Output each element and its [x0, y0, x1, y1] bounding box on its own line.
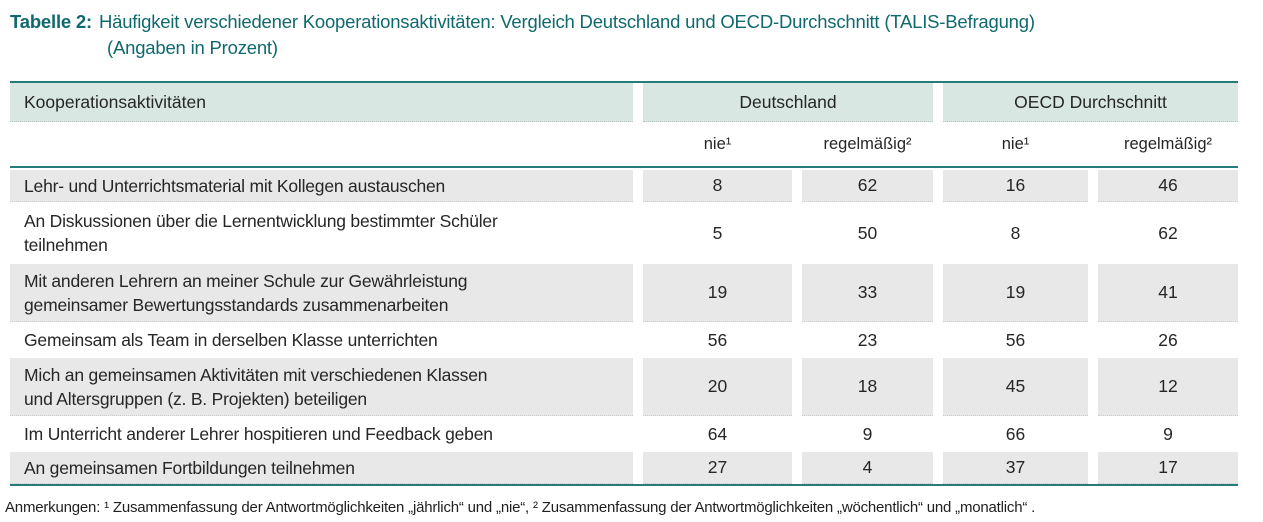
value-cell: 19 [943, 264, 1088, 322]
data-table: Kooperationsaktivitäten Deutschland OECD… [10, 81, 1238, 486]
row-label-line: und Altersgruppen (z. B. Projekten) bete… [24, 388, 367, 409]
row-label: Mit anderen Lehrern an meiner Schule zur… [10, 264, 633, 322]
row-label-line: gemeinsamer Bewertungsstandards zusammen… [24, 294, 449, 315]
subheader-oecd-nie: nie¹ [1001, 134, 1030, 153]
value-cell: 41 [1098, 264, 1238, 322]
header-divider-rule [10, 166, 1238, 168]
row-label-line: Lehr- und Unterrichtsmaterial mit Kolleg… [24, 175, 446, 196]
row-label-line: Mit anderen Lehrern an meiner Schule zur… [24, 270, 468, 291]
value-cell: 45 [943, 358, 1088, 416]
table-bottom-rule [10, 484, 1238, 486]
row-label-line: Gemeinsam als Team in derselben Klasse u… [24, 330, 438, 350]
table-row: Gemeinsam als Team in derselben Klasse u… [10, 324, 1238, 356]
row-label: An Diskussionen über die Lernentwicklung… [10, 204, 633, 262]
subheader-oecd-regelmaessig: regelmäßig² [1123, 134, 1213, 153]
value-cell: 20 [643, 358, 792, 416]
value-cell: 16 [943, 170, 1088, 202]
table-number: Tabelle 2: [10, 11, 92, 32]
value-cell: 37 [943, 452, 1088, 484]
table-title: Tabelle 2: Häufigkeit verschiedener Koope… [10, 9, 1263, 61]
value-cell: 19 [643, 264, 792, 322]
value-cell: 27 [643, 452, 792, 484]
value-cell: 64 [707, 423, 728, 444]
row-label-line: Mich an gemeinsamen Aktivitäten mit vers… [24, 364, 488, 385]
value-cell: 9 [862, 423, 873, 444]
value-cell: 4 [802, 452, 933, 484]
row-label-line: Im Unterricht anderer Lehrer hospitieren… [24, 424, 493, 444]
row-label: Gemeinsam als Team in derselben Klasse u… [10, 324, 633, 356]
column-group-oecd: OECD Durchschnitt [943, 83, 1238, 122]
table-caption: Häufigkeit verschiedener Kooperationsakt… [98, 11, 1035, 32]
table-row: Mit anderen Lehrern an meiner Schule zur… [10, 264, 1238, 322]
value-cell: 56 [1005, 329, 1026, 350]
row-label: Im Unterricht anderer Lehrer hospitieren… [10, 418, 633, 450]
value-cell: 5 [712, 222, 723, 243]
table-row: Mich an gemeinsamen Aktivitäten mit vers… [10, 358, 1238, 416]
value-cell: 66 [1005, 423, 1026, 444]
subheader-spacer [10, 122, 633, 166]
row-label: Mich an gemeinsamen Aktivitäten mit vers… [10, 358, 633, 416]
column-group-deutschland: Deutschland [643, 83, 933, 122]
table-title-line1: Tabelle 2: Häufigkeit verschiedener Koope… [10, 9, 1263, 35]
value-cell: 50 [857, 222, 878, 243]
footnote: Anmerkungen: ¹ Zusammenfassung der Antwo… [5, 499, 1036, 516]
table-header-row: Kooperationsaktivitäten Deutschland OECD… [10, 83, 1238, 122]
value-cell: 26 [1158, 329, 1178, 350]
row-label-line: An Diskussionen über die Lernentwicklung… [24, 211, 498, 231]
value-cell: 46 [1098, 170, 1238, 202]
value-cell: 18 [802, 358, 933, 416]
row-label-line: teilnehmen [24, 235, 108, 255]
table-subheader-row: nie¹ regelmäßig² nie¹ regelmäßig² [10, 122, 1238, 166]
value-cell: 56 [707, 329, 728, 350]
value-cell: 23 [857, 329, 878, 350]
subheader-de-regelmaessig: regelmäßig² [823, 134, 912, 153]
value-cell: 62 [1158, 222, 1178, 243]
column-header-activities: Kooperationsaktivitäten [10, 83, 633, 122]
subheader-de-nie: nie¹ [703, 134, 732, 153]
table-row: Lehr- und Unterrichtsmaterial mit Kolleg… [10, 170, 1238, 202]
value-cell: 9 [1163, 423, 1173, 444]
value-cell: 12 [1098, 358, 1238, 416]
row-label: An gemeinsamen Fortbildungen teilnehmen [10, 452, 633, 484]
value-cell: 8 [643, 170, 792, 202]
table-row: Im Unterricht anderer Lehrer hospitieren… [10, 418, 1238, 450]
value-cell: 62 [802, 170, 933, 202]
value-cell: 33 [802, 264, 933, 322]
value-cell: 17 [1098, 452, 1238, 484]
table-row: An gemeinsamen Fortbildungen teilnehmen … [10, 452, 1238, 484]
row-label-line: An gemeinsamen Fortbildungen teilnehmen [24, 457, 355, 478]
table-row: An Diskussionen über die Lernentwicklung… [10, 204, 1238, 262]
value-cell: 8 [1010, 222, 1021, 243]
table-title-line2: (Angaben in Prozent) [107, 35, 1263, 61]
table-subcaption: (Angaben in Prozent) [107, 37, 278, 58]
table-top-rule [10, 81, 1238, 83]
row-label: Lehr- und Unterrichtsmaterial mit Kolleg… [10, 170, 633, 202]
